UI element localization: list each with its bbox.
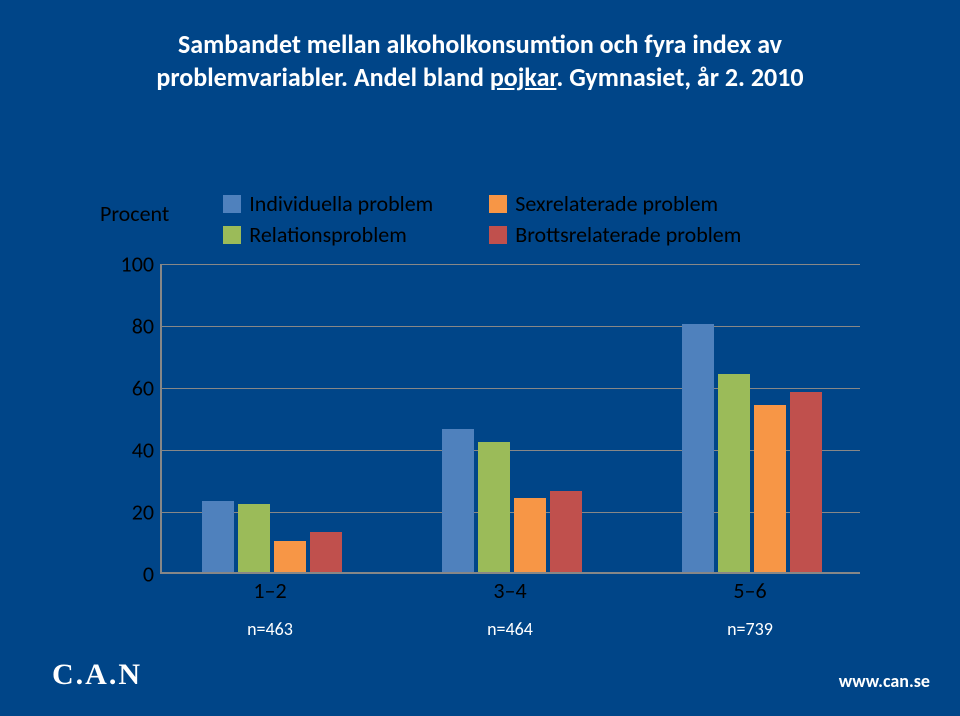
title-part2: . G bbox=[556, 61, 585, 93]
legend-label: Brottsrelaterade problem bbox=[515, 221, 741, 248]
n-labels-row: n=463 n=464 n=739 bbox=[160, 618, 860, 642]
y-axis-label: Procent bbox=[100, 200, 169, 227]
bar bbox=[790, 392, 822, 572]
bar bbox=[550, 491, 582, 572]
legend-swatch bbox=[223, 195, 241, 213]
bar bbox=[718, 374, 750, 572]
legend-label: Sexrelaterade problem bbox=[515, 190, 718, 217]
y-tick-label: 0 bbox=[100, 561, 154, 588]
slide: Sambandet mellan alkoholkonsumtion och f… bbox=[0, 0, 960, 716]
legend-swatch bbox=[489, 226, 507, 244]
bar bbox=[478, 442, 510, 572]
grid-line bbox=[162, 326, 860, 327]
y-tick-label: 60 bbox=[100, 375, 154, 402]
x-tick-label: 3–4 bbox=[493, 577, 526, 604]
legend-item: Relationsproblem bbox=[223, 221, 433, 248]
title-underlined: pojkar bbox=[490, 61, 557, 93]
bar bbox=[238, 504, 270, 572]
bar bbox=[682, 324, 714, 572]
n-label: n=464 bbox=[487, 618, 533, 640]
grid-line bbox=[162, 388, 860, 389]
legend: Individuella problem Sexrelaterade proble… bbox=[223, 190, 741, 248]
legend-item: Brottsrelaterade problem bbox=[489, 221, 741, 248]
bar bbox=[442, 429, 474, 572]
legend-item: Individuella problem bbox=[223, 190, 433, 217]
can-logo: C.A.N bbox=[52, 658, 142, 692]
y-tick-label: 40 bbox=[100, 437, 154, 464]
bar bbox=[274, 541, 306, 572]
grid-line bbox=[162, 264, 860, 265]
bar bbox=[310, 532, 342, 572]
legend-label: Relationsproblem bbox=[249, 221, 407, 248]
x-tick-label: 5–6 bbox=[733, 577, 766, 604]
n-label: n=463 bbox=[247, 618, 293, 640]
x-tick-label: 1–2 bbox=[253, 577, 286, 604]
bar bbox=[514, 498, 546, 572]
bar-chart: 0204060801001–23–45–6 bbox=[100, 264, 860, 604]
title-tail: ymnasiet, år 2. 2010 bbox=[585, 61, 803, 93]
legend-swatch bbox=[223, 226, 241, 244]
legend-label: Individuella problem bbox=[249, 190, 433, 217]
legend-row: Procent Individuella problem Sexrelaterad… bbox=[100, 190, 741, 248]
legend-item: Sexrelaterade problem bbox=[489, 190, 741, 217]
footer-url: www.can.se bbox=[839, 670, 930, 692]
bar bbox=[754, 405, 786, 572]
y-tick-label: 80 bbox=[100, 313, 154, 340]
plot-area bbox=[160, 264, 860, 574]
n-label: n=739 bbox=[727, 618, 773, 640]
chart-title: Sambandet mellan alkoholkonsumtion och f… bbox=[90, 28, 870, 93]
legend-swatch bbox=[489, 195, 507, 213]
y-tick-label: 20 bbox=[100, 499, 154, 526]
y-tick-label: 100 bbox=[100, 251, 154, 278]
bar bbox=[202, 501, 234, 572]
